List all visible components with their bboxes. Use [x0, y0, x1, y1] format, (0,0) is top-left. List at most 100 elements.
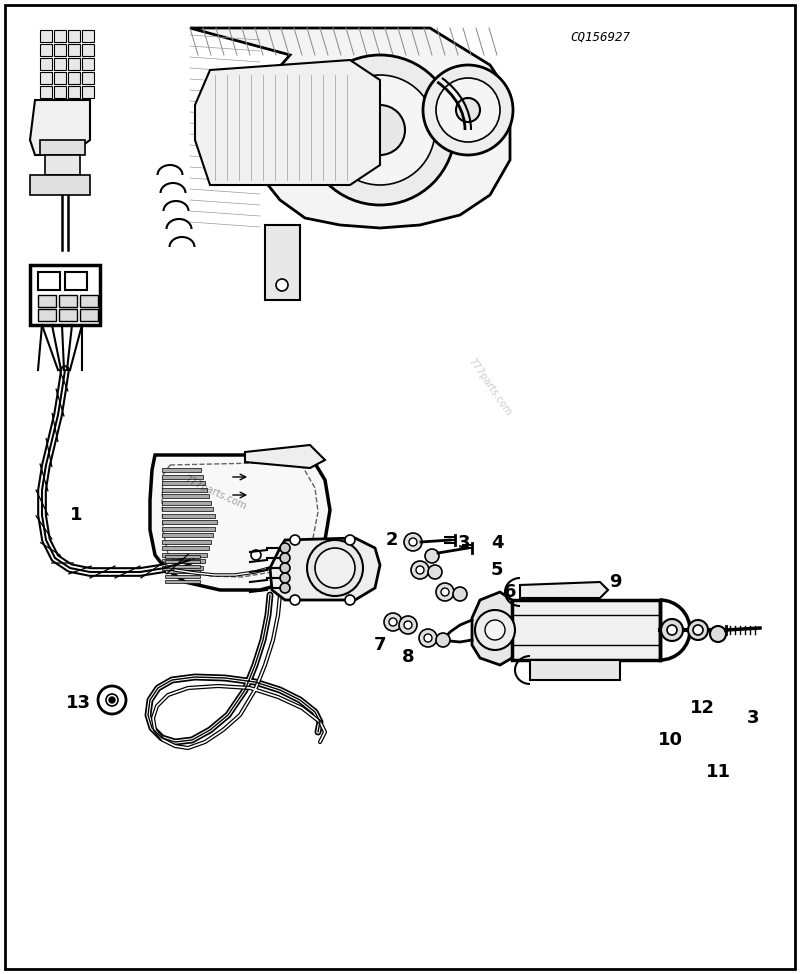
Circle shape	[305, 55, 455, 205]
Bar	[162, 552, 207, 556]
Circle shape	[441, 588, 449, 596]
Bar	[68, 58, 80, 70]
Bar	[162, 474, 203, 478]
Circle shape	[384, 613, 402, 631]
Bar	[162, 566, 203, 570]
Bar	[162, 507, 213, 511]
Circle shape	[280, 563, 290, 573]
Bar	[162, 488, 207, 492]
Circle shape	[325, 75, 435, 185]
Polygon shape	[265, 225, 300, 300]
Circle shape	[661, 619, 683, 641]
Bar	[82, 44, 94, 56]
Text: 777parts.com: 777parts.com	[466, 356, 514, 417]
Circle shape	[399, 616, 417, 634]
Circle shape	[307, 540, 363, 596]
Bar	[68, 86, 80, 98]
Circle shape	[290, 535, 300, 545]
Bar	[162, 513, 215, 517]
Text: 2: 2	[386, 531, 398, 549]
Circle shape	[411, 561, 429, 579]
Bar	[68, 44, 80, 56]
Bar	[165, 570, 200, 573]
Text: 13: 13	[66, 694, 90, 712]
Text: 7: 7	[374, 636, 386, 654]
Circle shape	[404, 533, 422, 551]
Bar	[162, 533, 213, 537]
Text: 4: 4	[490, 534, 503, 552]
Polygon shape	[150, 455, 330, 590]
Circle shape	[251, 550, 261, 560]
Text: 8: 8	[402, 648, 414, 666]
Bar	[162, 494, 209, 498]
Circle shape	[409, 538, 417, 546]
Circle shape	[355, 105, 405, 155]
Polygon shape	[472, 592, 514, 665]
Circle shape	[453, 587, 467, 601]
Text: 5: 5	[490, 561, 503, 579]
Bar	[162, 481, 205, 485]
Polygon shape	[190, 28, 510, 228]
Bar	[40, 58, 52, 70]
Circle shape	[475, 610, 515, 650]
Text: 12: 12	[690, 699, 714, 717]
Circle shape	[276, 279, 288, 291]
Circle shape	[416, 566, 424, 574]
Circle shape	[109, 697, 115, 703]
Circle shape	[425, 549, 439, 563]
Polygon shape	[40, 140, 85, 155]
Bar	[162, 559, 205, 563]
Bar	[59, 309, 77, 321]
Text: 9: 9	[609, 573, 622, 591]
Bar	[40, 44, 52, 56]
Text: 1: 1	[70, 506, 82, 524]
Polygon shape	[270, 538, 380, 600]
Bar	[59, 295, 77, 307]
Bar	[68, 30, 80, 42]
Text: 10: 10	[658, 731, 682, 749]
Circle shape	[667, 625, 677, 635]
Bar	[82, 86, 94, 98]
Text: 3: 3	[458, 534, 470, 552]
Circle shape	[315, 548, 355, 588]
Circle shape	[345, 535, 355, 545]
Bar	[162, 501, 211, 505]
Bar	[40, 30, 52, 42]
Bar	[54, 30, 66, 42]
Polygon shape	[245, 445, 325, 468]
Circle shape	[419, 629, 437, 647]
Polygon shape	[30, 265, 100, 325]
Bar	[162, 468, 201, 472]
Bar	[162, 540, 211, 543]
Bar	[54, 44, 66, 56]
Bar	[54, 86, 66, 98]
Polygon shape	[195, 60, 380, 185]
Bar	[54, 58, 66, 70]
Circle shape	[456, 98, 480, 122]
Bar	[38, 309, 56, 321]
Circle shape	[280, 583, 290, 593]
Circle shape	[345, 595, 355, 605]
Bar	[82, 58, 94, 70]
Circle shape	[693, 625, 703, 635]
Text: 777parts.com: 777parts.com	[182, 474, 248, 512]
Bar	[38, 272, 60, 290]
Circle shape	[688, 620, 708, 640]
Bar	[165, 555, 200, 558]
Bar	[162, 527, 215, 531]
Bar	[165, 580, 200, 583]
Polygon shape	[520, 582, 608, 598]
Circle shape	[436, 78, 500, 142]
Circle shape	[424, 634, 432, 642]
Text: 11: 11	[706, 763, 730, 781]
Bar	[165, 565, 200, 568]
Bar	[65, 272, 87, 290]
Circle shape	[423, 65, 513, 155]
Bar	[82, 30, 94, 42]
Bar	[54, 72, 66, 84]
Bar	[38, 295, 56, 307]
Text: CQ156927: CQ156927	[570, 30, 630, 44]
Polygon shape	[45, 155, 80, 175]
Circle shape	[404, 621, 412, 629]
Bar	[165, 575, 200, 578]
